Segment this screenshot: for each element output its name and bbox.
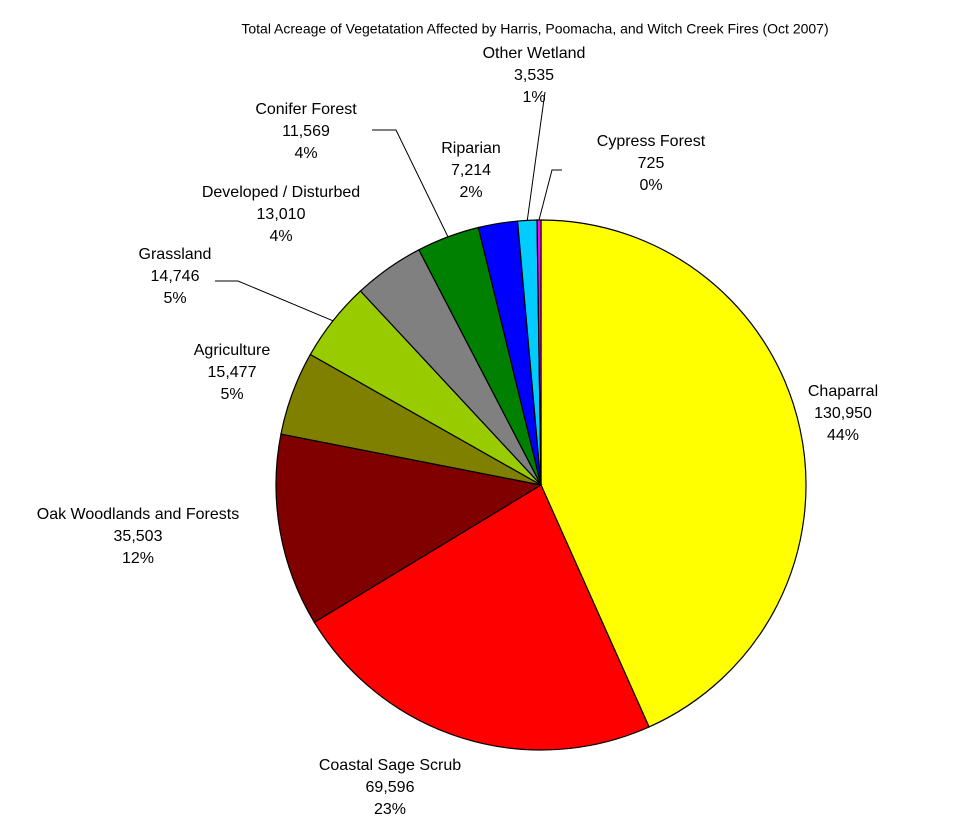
slice-label: Developed / Disturbed [202,184,360,201]
slice-percent: 0% [639,177,662,194]
slice-value: 15,477 [208,364,257,381]
leader-line [372,129,449,238]
slice-percent: 5% [220,386,243,403]
slice-value: 69,596 [366,779,415,796]
pie-slice [313,484,650,751]
slice-percent: 1% [522,89,545,106]
slice-value: 7,214 [451,162,491,179]
slice-percent: 12% [122,550,154,567]
slice-value: 13,010 [257,206,306,223]
slice-value: 11,569 [282,123,330,140]
slice-value: 3,535 [514,67,554,84]
leader-line [215,280,334,322]
slice-percent: 4% [269,228,292,245]
slice-percent: 23% [374,801,406,818]
slice-label: Grassland [139,246,212,263]
chart-title: Total Acreage of Vegetatation Affected b… [241,21,828,37]
slice-label: Chaparral [808,383,878,400]
slice-value: 14,746 [151,268,200,285]
slice-label: Conifer Forest [255,101,357,118]
pie-slice [275,433,543,624]
leader-line [538,169,562,221]
slice-label: Cypress Forest [597,133,706,150]
slice-label: Other Wetland [483,45,586,62]
slice-label: Coastal Sage Scrub [319,757,461,774]
slice-percent: 4% [294,145,317,162]
slice-value: 130,950 [814,405,872,422]
leader-line [526,91,546,221]
slice-percent: 44% [827,427,859,444]
pie-slice [540,219,807,728]
slice-label: Oak Woodlands and Forests [37,506,239,523]
slice-label: Agriculture [194,342,271,359]
slice-value: 725 [638,155,665,172]
slice-value: 35,503 [114,528,163,545]
slice-label: Riparian [441,140,501,157]
slice-percent: 5% [163,290,186,307]
slice-percent: 2% [459,184,482,201]
